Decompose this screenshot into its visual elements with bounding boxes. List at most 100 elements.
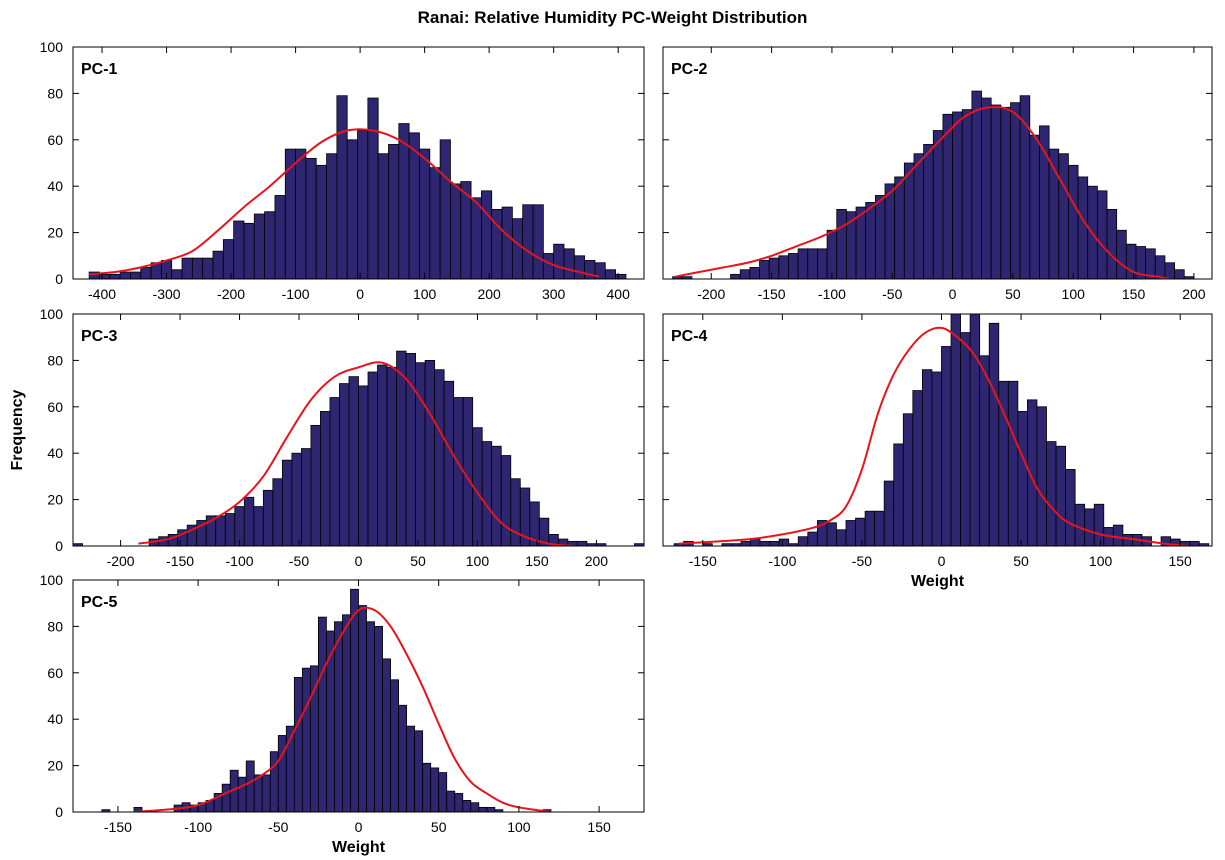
histogram-bar xyxy=(481,190,493,279)
histogram-bar xyxy=(215,515,226,546)
histogram-bar xyxy=(243,222,255,279)
histogram-bar xyxy=(414,730,424,812)
histogram-bar xyxy=(470,197,482,279)
x-tick-label: -100 xyxy=(184,819,212,835)
histogram-bar xyxy=(981,97,992,279)
histogram-bar xyxy=(130,271,142,279)
histogram-bar xyxy=(522,204,534,279)
histogram-bar xyxy=(358,605,367,812)
histogram-bar xyxy=(553,243,565,279)
x-tick-label: 50 xyxy=(431,819,447,835)
x-tick-label: -50 xyxy=(268,819,288,835)
histogram-bar xyxy=(140,266,152,279)
histogram-bar xyxy=(408,132,420,279)
histogram-bar xyxy=(272,478,283,546)
histogram-bar xyxy=(269,751,279,812)
distribution-fit-curve xyxy=(674,105,1170,279)
panel-label: PC-2 xyxy=(671,61,708,78)
histogram-bar xyxy=(382,658,391,812)
histogram-bar xyxy=(903,162,915,279)
histogram-bar xyxy=(988,322,1000,546)
histogram-bar xyxy=(913,153,925,279)
histogram-bar xyxy=(730,273,741,279)
panel-pc-3: -200 -150 -100 -50 0 50 100 150 200 0 20 40 60 80 100 P… xyxy=(40,306,645,569)
histogram-bar xyxy=(921,369,933,546)
distribution-fit-curve xyxy=(133,606,552,812)
histogram-bar xyxy=(398,704,408,812)
x-tick-label: 300 xyxy=(542,286,566,302)
histogram-bar xyxy=(759,260,770,279)
histogram-bar xyxy=(305,157,317,279)
histogram-bar xyxy=(171,269,183,279)
histogram-bar xyxy=(453,397,464,546)
histogram-bar xyxy=(243,496,255,546)
histogram-bar xyxy=(769,540,780,546)
histogram-bars xyxy=(101,588,552,812)
histogram-bar xyxy=(941,346,952,546)
histogram-bar xyxy=(979,355,990,546)
distribution-fit-curve xyxy=(89,128,600,278)
y-tick-label: 60 xyxy=(47,132,63,148)
x-tick-label: -50 xyxy=(852,553,872,569)
histogram-bar xyxy=(1058,153,1069,279)
histogram-bar xyxy=(398,123,410,279)
y-tick-label: 80 xyxy=(47,618,63,634)
x-tick-label: -50 xyxy=(882,286,902,302)
histogram-bar xyxy=(1084,508,1095,546)
y-tick-label: 40 xyxy=(47,445,63,461)
histogram-bar xyxy=(931,371,942,546)
histogram-bars xyxy=(672,90,1195,279)
histogram-bar xyxy=(501,206,513,279)
histogram-bar xyxy=(388,144,400,279)
x-tick-label: 50 xyxy=(1013,553,1029,569)
histogram-bar xyxy=(797,536,809,546)
histogram-bar xyxy=(491,445,502,546)
histogram-bar xyxy=(1096,190,1108,279)
histogram-bar xyxy=(1036,406,1047,546)
histogram-bar xyxy=(422,762,432,812)
histogram-bar xyxy=(845,520,856,546)
x-tick-label: 200 xyxy=(585,553,609,569)
histogram-bar xyxy=(212,250,224,279)
histogram-bar xyxy=(1189,540,1200,546)
x-tick-label: 150 xyxy=(525,553,549,569)
histogram-bar xyxy=(902,413,914,546)
histogram-bar xyxy=(1055,445,1067,546)
histogram-bar xyxy=(310,424,321,546)
y-tick-label: 100 xyxy=(40,306,64,322)
histogram-bar xyxy=(874,195,886,279)
x-tick-label: 100 xyxy=(413,286,437,302)
histogram-bar xyxy=(883,480,895,546)
y-tick-label: 20 xyxy=(47,225,63,241)
histogram-bar xyxy=(281,459,293,546)
histogram-bar xyxy=(366,621,375,812)
histogram-bar xyxy=(486,806,496,812)
histogram-bar xyxy=(942,113,953,279)
x-tick-label: 100 xyxy=(1089,553,1113,569)
histogram-bar xyxy=(481,441,493,546)
x-tick-label: 0 xyxy=(355,819,363,835)
histogram-bar xyxy=(542,253,555,279)
histogram-bar xyxy=(221,783,231,812)
x-tick-label: -150 xyxy=(166,553,194,569)
histogram-bar xyxy=(615,273,627,279)
histogram-bar xyxy=(749,266,760,279)
x-tick-label: -100 xyxy=(768,553,796,569)
x-axis-label: Weight xyxy=(911,573,965,590)
histogram-bar xyxy=(990,104,1002,279)
axes-frame xyxy=(72,46,645,280)
histogram-bar xyxy=(768,257,780,279)
histogram-bar xyxy=(233,220,245,279)
histogram-bar xyxy=(1116,229,1127,279)
histogram-bar xyxy=(759,540,771,546)
histogram-bar xyxy=(750,538,761,546)
histogram-bar xyxy=(576,540,588,546)
histogram-bar xyxy=(1112,524,1124,546)
histogram-bar xyxy=(912,390,923,546)
panel-label: PC-3 xyxy=(81,328,118,345)
histogram-bar xyxy=(237,776,247,812)
histogram-bar xyxy=(291,452,302,546)
x-tick-label: 100 xyxy=(1062,286,1086,302)
histogram-bars xyxy=(73,350,644,546)
